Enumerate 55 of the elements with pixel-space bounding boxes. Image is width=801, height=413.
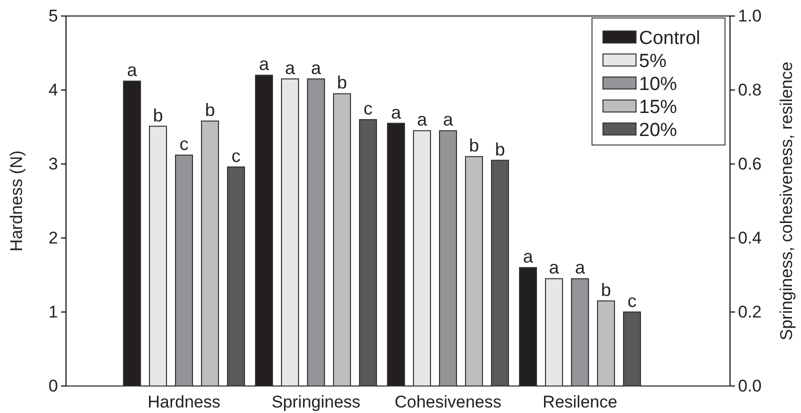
data-label: b	[204, 100, 216, 120]
y2-tick-label: 0.0	[738, 376, 762, 396]
bar	[333, 93, 351, 386]
data-label: a	[390, 102, 402, 122]
bar	[465, 156, 483, 386]
bar	[307, 78, 325, 386]
data-label: b	[468, 136, 480, 156]
data-label: a	[284, 58, 296, 78]
data-label: c	[364, 98, 372, 119]
bar	[545, 278, 563, 386]
y2-tick-label: 0.8	[738, 80, 762, 100]
y-tick-label: 3	[48, 154, 58, 174]
bar	[571, 278, 589, 386]
data-label: a	[522, 246, 534, 267]
bar	[597, 300, 615, 386]
x-tick-label: Springiness	[272, 392, 360, 412]
y-tick-label: 2	[48, 228, 58, 248]
bar	[439, 130, 457, 386]
y2-tick-label: 0.4	[738, 228, 762, 248]
y2-axis-title: Springiness, cohesiveness, resilence	[777, 62, 796, 340]
data-label: b	[494, 139, 506, 160]
legend-label: Control	[639, 28, 700, 49]
data-label: a	[416, 110, 428, 130]
bar	[281, 78, 299, 386]
data-label: b	[600, 280, 612, 300]
legend-label: 10%	[639, 74, 678, 95]
data-label: c	[628, 291, 636, 311]
y2-tick-label: 0.6	[738, 154, 762, 174]
y-tick-label: 1	[48, 302, 58, 322]
y-tick-label: 4	[48, 80, 58, 100]
x-tick-label: Hardness	[148, 392, 220, 412]
x-tick-label: Resilence	[542, 392, 618, 412]
data-label: c	[180, 134, 188, 154]
data-label: a	[442, 110, 454, 130]
data-label: a	[126, 60, 138, 80]
data-label: b	[336, 72, 348, 93]
bar	[359, 119, 377, 386]
data-label: b	[152, 105, 164, 126]
y-tick-label: 5	[48, 6, 58, 26]
y2-tick-label: 0.2	[738, 302, 762, 322]
legend-label: 5%	[639, 51, 667, 72]
y2-tick-label: 1.0	[738, 6, 762, 26]
y-axis-title: Hardness (N)	[7, 150, 26, 252]
x-tick-label: Cohesiveness	[394, 392, 502, 412]
data-label: a	[548, 258, 560, 278]
data-label: a	[258, 54, 270, 74]
bar	[491, 160, 509, 386]
legend-label: 15%	[639, 97, 678, 118]
data-label: a	[310, 58, 322, 78]
data-label: c	[232, 146, 240, 166]
data-label: a	[574, 258, 586, 278]
y-tick-label: 0	[48, 376, 58, 396]
legend-label: 20%	[639, 120, 678, 141]
bar	[413, 130, 431, 386]
bar	[623, 312, 641, 386]
